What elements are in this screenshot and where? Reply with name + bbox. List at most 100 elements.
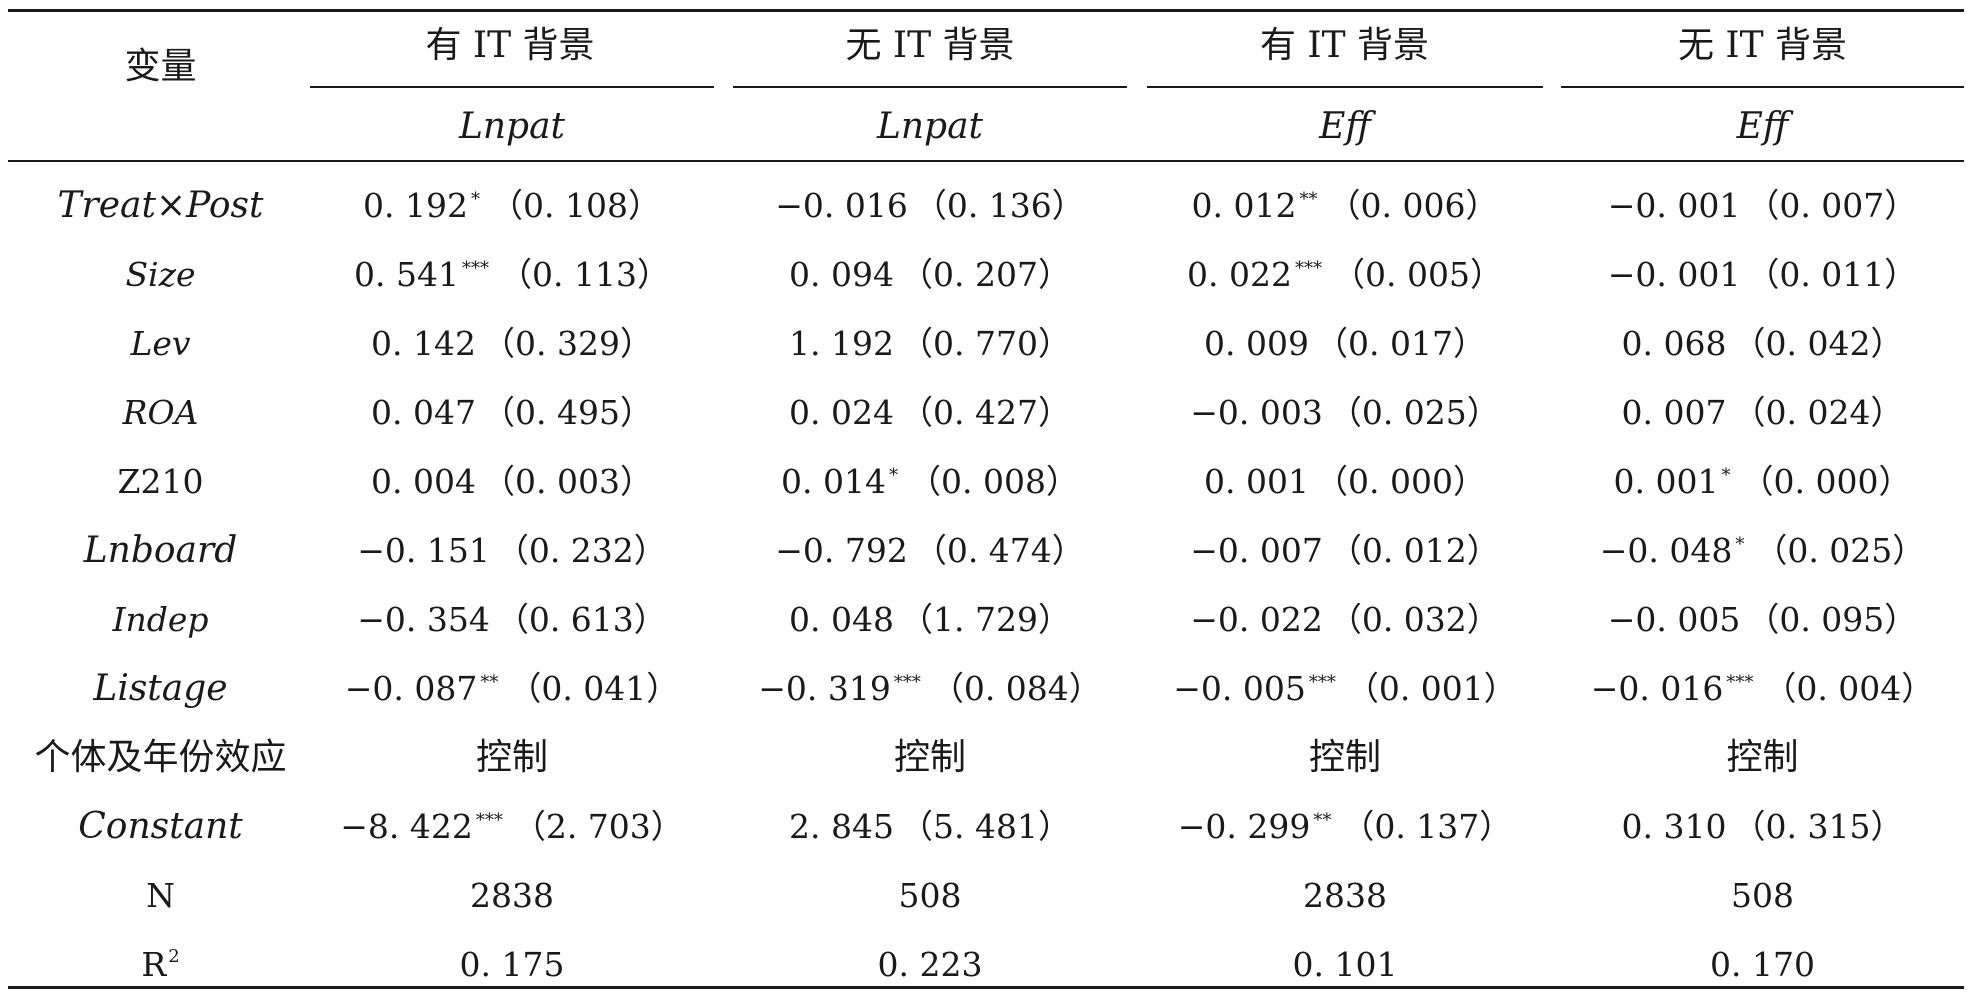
- coefficient: 508: [898, 876, 962, 915]
- table-cell: −8. 422 *** （2. 703）: [310, 792, 714, 861]
- standard-error: （0. 025）: [1754, 531, 1926, 570]
- coefficient: 1. 192: [789, 324, 894, 363]
- coefficient: −0. 319: [758, 669, 891, 708]
- coefficient: 0. 009: [1204, 324, 1309, 363]
- table-cell: 控制: [1147, 723, 1543, 792]
- header-underline-4: [1561, 86, 1964, 88]
- standard-error: （0. 427）: [900, 393, 1071, 432]
- standard-error: （0. 005）: [1332, 255, 1503, 294]
- table-cell: 0. 094 （0. 207）: [733, 240, 1127, 309]
- significance-stars: ***: [1295, 257, 1322, 279]
- standard-error: （0. 000）: [1740, 462, 1912, 501]
- group-header-3: 有 IT 背景: [1259, 25, 1430, 66]
- coefficient: −0. 001: [1607, 255, 1741, 294]
- table-cell: −0. 001 （0. 007）: [1561, 171, 1964, 240]
- row-label: Lev: [130, 324, 191, 363]
- coefficient: −0. 007: [1190, 531, 1323, 570]
- table-cell: 0. 007 （0. 024）: [1561, 378, 1964, 447]
- standard-error: （0. 004）: [1763, 669, 1935, 708]
- standard-error: （0. 770）: [900, 324, 1071, 363]
- table-cell: −0. 151 （0. 232）: [310, 516, 714, 585]
- standard-error: （0. 136）: [913, 186, 1085, 225]
- table-cell: −0. 792 （0. 474）: [733, 516, 1127, 585]
- table-cell: −0. 354 （0. 613）: [310, 585, 714, 654]
- standard-error: （0. 095）: [1746, 600, 1918, 639]
- standard-error: （0. 042）: [1732, 324, 1904, 363]
- group-header-2: 无 IT 背景: [845, 25, 1015, 66]
- coefficient: −0. 022: [1190, 600, 1323, 639]
- significance-stars: *: [889, 464, 898, 486]
- coefficient: 0. 022: [1187, 255, 1292, 294]
- standard-error: （0. 008）: [908, 462, 1079, 501]
- table-cell: 0. 068 （0. 042）: [1561, 309, 1964, 378]
- standard-error: （0. 613）: [495, 600, 667, 639]
- header-underline-3: [1147, 86, 1543, 88]
- table-cell: −0. 005 （0. 095）: [1561, 585, 1964, 654]
- coefficient: 0. 310: [1621, 807, 1727, 846]
- row-label: Size: [125, 255, 196, 294]
- coefficient: 0. 068: [1621, 324, 1727, 363]
- coefficient: 0. 012: [1191, 186, 1297, 225]
- standard-error: （5. 481）: [900, 807, 1071, 846]
- coefficient: −0. 792: [775, 531, 908, 570]
- coefficient: 0. 004: [371, 462, 476, 501]
- standard-error: （0. 007）: [1746, 186, 1918, 225]
- coefficient: 0. 094: [789, 255, 894, 294]
- standard-error: （0. 024）: [1732, 393, 1904, 432]
- significance-stars: **: [1313, 809, 1332, 831]
- significance-stars: ***: [893, 671, 921, 693]
- table-cell: −0. 003 （0. 025）: [1147, 378, 1543, 447]
- standard-error: （0. 207）: [900, 255, 1071, 294]
- coefficient: −0. 087: [344, 669, 478, 708]
- dependent-var-3: Eff: [1319, 106, 1371, 147]
- table-cell: 508: [1561, 861, 1964, 930]
- dependent-var-2: Lnpat: [876, 106, 984, 147]
- significance-stars: *: [1735, 533, 1745, 555]
- table-cell: 0. 047 （0. 495）: [310, 378, 714, 447]
- coefficient: 0. 001: [1613, 462, 1719, 501]
- coefficient: −0. 005: [1173, 669, 1306, 708]
- r2-value: 0. 223: [877, 945, 983, 984]
- table-cell: −0. 001 （0. 011）: [1561, 240, 1964, 309]
- table-cell: 2838: [1147, 861, 1543, 930]
- standard-error: （0. 025）: [1328, 393, 1500, 432]
- coefficient: −0. 005: [1607, 600, 1741, 639]
- table-cell: 508: [733, 861, 1127, 930]
- coefficient: 0. 007: [1621, 393, 1727, 432]
- table-cell: 控制: [733, 723, 1127, 792]
- r2-superscript: 2: [168, 945, 180, 967]
- dependent-var-4: Eff: [1736, 106, 1789, 147]
- standard-error: （0. 000）: [1315, 462, 1486, 501]
- table-cell: 0. 310 （0. 315）: [1561, 792, 1964, 861]
- standard-error: （0. 011）: [1746, 255, 1918, 294]
- table-cell: 0. 142 （0. 329）: [310, 309, 714, 378]
- group-header-4: 无 IT 背景: [1677, 25, 1848, 66]
- coefficient: −0. 354: [357, 600, 490, 639]
- coefficient: −0. 003: [1190, 393, 1323, 432]
- standard-error: （0. 006）: [1327, 186, 1499, 225]
- row-label: Indep: [112, 600, 209, 639]
- table-cell: 1. 192 （0. 770）: [733, 309, 1127, 378]
- standard-error: （0. 232）: [495, 531, 667, 570]
- standard-error: （0. 474）: [913, 531, 1085, 570]
- header-underline-1: [310, 86, 714, 88]
- coefficient: 0. 192: [363, 186, 468, 225]
- coefficient: −0. 016: [775, 186, 908, 225]
- row-label: ROA: [122, 393, 199, 432]
- standard-error: （2. 703）: [512, 807, 684, 846]
- table-cell: 控制: [1561, 723, 1964, 792]
- header-bottom-rule: [8, 160, 1964, 162]
- significance-stars: *: [1721, 464, 1731, 486]
- coefficient: 控制: [1726, 736, 1799, 778]
- coefficient: 0. 541: [354, 255, 459, 294]
- table-cell: 0. 192 * （0. 108）: [310, 171, 714, 240]
- table-cell: −0. 016 （0. 136）: [733, 171, 1127, 240]
- coefficient: 0. 024: [789, 393, 894, 432]
- table-cell: −0. 299 ** （0. 137）: [1147, 792, 1543, 861]
- coefficient: 0. 142: [371, 324, 476, 363]
- r2-label: R: [141, 945, 167, 984]
- coefficient: −8. 422: [340, 807, 473, 846]
- coefficient: −0. 048: [1599, 531, 1733, 570]
- group-header-1: 有 IT 背景: [425, 25, 595, 66]
- row-label: Lnboard: [83, 529, 238, 571]
